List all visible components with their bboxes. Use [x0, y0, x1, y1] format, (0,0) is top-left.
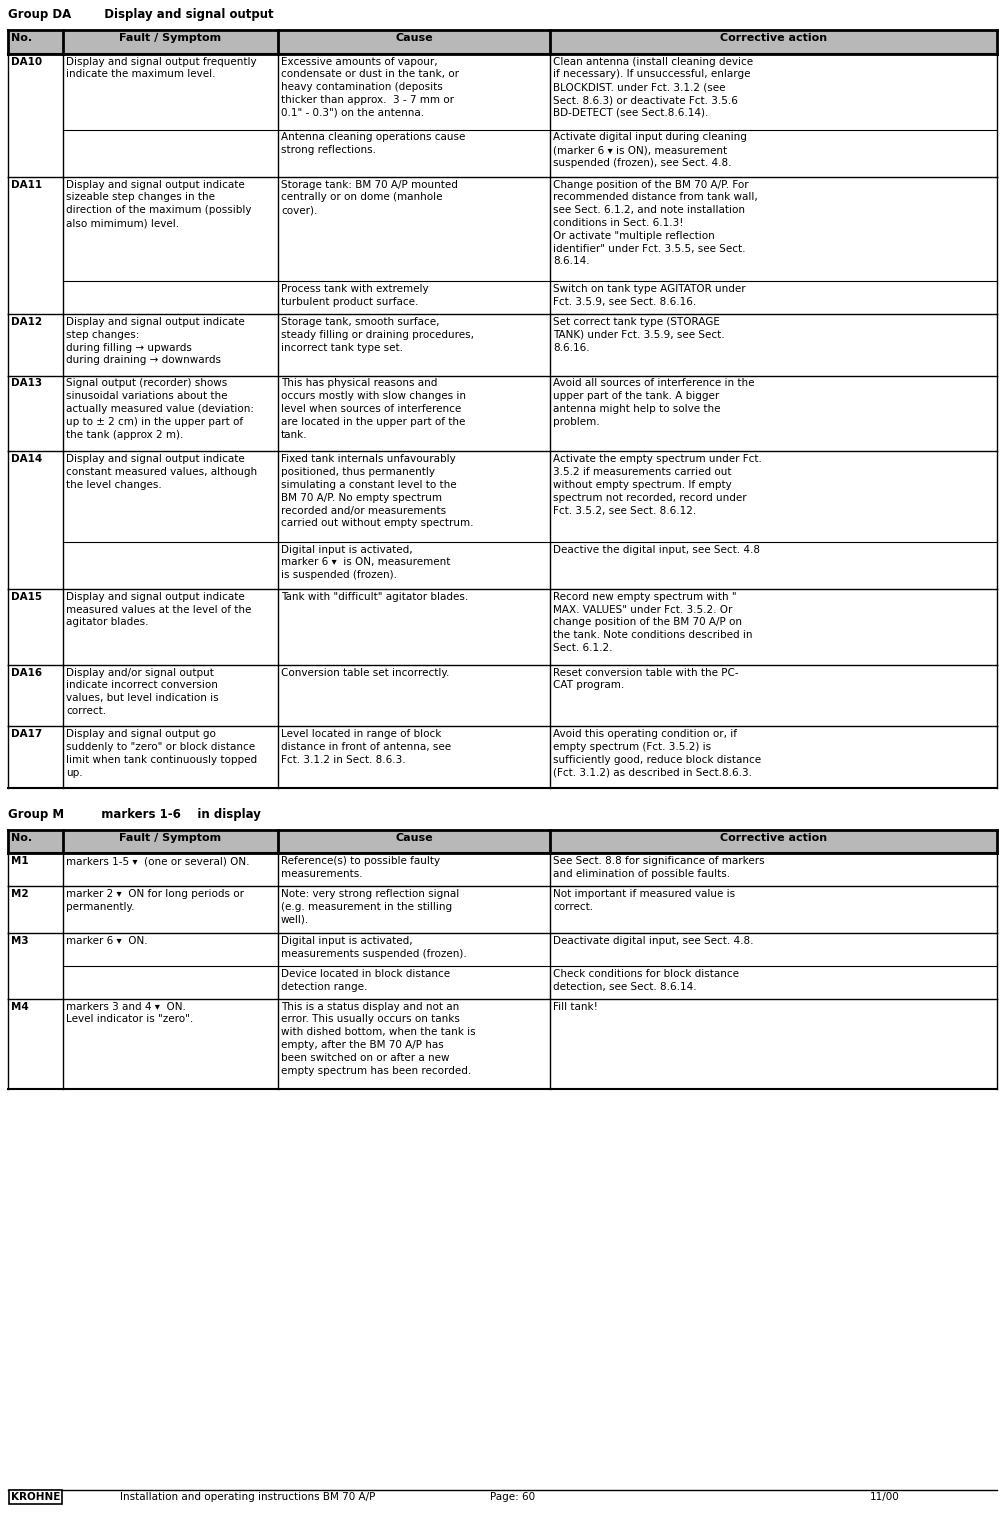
- Text: Change position of the BM 70 A/P. For
recommended distance from tank wall,
see S: Change position of the BM 70 A/P. For re…: [553, 180, 758, 267]
- Text: Avoid all sources of interference in the
upper part of the tank. A bigger
antenn: Avoid all sources of interference in the…: [553, 378, 755, 427]
- Text: Avoid this operating condition or, if
empty spectrum (Fct. 3.5.2) is
sufficientl: Avoid this operating condition or, if em…: [553, 729, 761, 778]
- Text: Reference(s) to possible faulty
measurements.: Reference(s) to possible faulty measurem…: [281, 856, 440, 879]
- Text: Cause: Cause: [395, 833, 433, 842]
- Text: Signal output (recorder) shows
sinusoidal variations about the
actually measured: Signal output (recorder) shows sinusoida…: [66, 378, 254, 439]
- Text: Digital input is activated,
marker 6 ▾  is ON, measurement
is suspended (frozen): Digital input is activated, marker 6 ▾ i…: [281, 545, 450, 580]
- Text: Installation and operating instructions BM 70 A/P: Installation and operating instructions …: [120, 1492, 376, 1502]
- Text: Deactive the digital input, see Sect. 4.8: Deactive the digital input, see Sect. 4.…: [553, 545, 760, 554]
- Polygon shape: [8, 830, 997, 853]
- Text: Corrective action: Corrective action: [720, 833, 827, 842]
- Text: Digital input is activated,
measurements suspended (frozen).: Digital input is activated, measurements…: [281, 935, 466, 958]
- Text: M4: M4: [11, 1001, 29, 1012]
- Text: No.: No.: [11, 833, 32, 842]
- Text: Display and signal output indicate
step changes:
during filling → upwards
during: Display and signal output indicate step …: [66, 317, 245, 365]
- Text: Set correct tank type (STORAGE
TANK) under Fct. 3.5.9, see Sect.
8.6.16.: Set correct tank type (STORAGE TANK) und…: [553, 317, 725, 353]
- Text: Storage tank, smooth surface,
steady filling or draining procedures,
incorrect t: Storage tank, smooth surface, steady fil…: [281, 317, 474, 353]
- Text: KROHNE: KROHNE: [11, 1492, 60, 1502]
- Text: DA14: DA14: [11, 455, 42, 464]
- Text: DA15: DA15: [11, 592, 42, 601]
- Text: M1: M1: [11, 856, 28, 867]
- Text: markers 1-5 ▾  (one or several) ON.: markers 1-5 ▾ (one or several) ON.: [66, 856, 249, 867]
- Text: Page: 60: Page: 60: [490, 1492, 535, 1502]
- Text: Activate digital input during cleaning
(marker 6 ▾ is ON), measurement
suspended: Activate digital input during cleaning (…: [553, 133, 747, 168]
- Text: Note: very strong reflection signal
(e.g. measurement in the stilling
well).: Note: very strong reflection signal (e.g…: [281, 890, 459, 925]
- Text: Display and signal output indicate
constant measured values, although
the level : Display and signal output indicate const…: [66, 455, 257, 490]
- Text: Fixed tank internals unfavourably
positioned, thus permanently
simulating a cons: Fixed tank internals unfavourably positi…: [281, 455, 473, 528]
- Text: DA10: DA10: [11, 56, 42, 67]
- Text: marker 2 ▾  ON for long periods or
permanently.: marker 2 ▾ ON for long periods or perman…: [66, 890, 244, 913]
- Text: Not important if measured value is
correct.: Not important if measured value is corre…: [553, 890, 735, 913]
- Text: Cause: Cause: [395, 34, 433, 43]
- Text: Fault / Symptom: Fault / Symptom: [120, 34, 221, 43]
- Text: Record new empty spectrum with "
MAX. VALUES" under Fct. 3.5.2. Or
change positi: Record new empty spectrum with " MAX. VA…: [553, 592, 753, 653]
- Text: Display and signal output indicate
sizeable step changes in the
direction of the: Display and signal output indicate sizea…: [66, 180, 251, 227]
- Text: Conversion table set incorrectly.: Conversion table set incorrectly.: [281, 668, 449, 678]
- Text: DA16: DA16: [11, 668, 42, 678]
- Text: DA17: DA17: [11, 729, 42, 739]
- Text: Corrective action: Corrective action: [720, 34, 827, 43]
- Text: Group DA        Display and signal output: Group DA Display and signal output: [8, 8, 273, 21]
- Text: DA13: DA13: [11, 378, 42, 389]
- Text: Clean antenna (install cleaning device
if necessary). If unsuccessful, enlarge
B: Clean antenna (install cleaning device i…: [553, 56, 753, 118]
- Text: Display and signal output indicate
measured values at the level of the
agitator : Display and signal output indicate measu…: [66, 592, 251, 627]
- Text: Device located in block distance
detection range.: Device located in block distance detecti…: [281, 969, 450, 992]
- Text: Excessive amounts of vapour,
condensate or dust in the tank, or
heavy contaminat: Excessive amounts of vapour, condensate …: [281, 56, 459, 118]
- Text: Switch on tank type AGITATOR under
Fct. 3.5.9, see Sect. 8.6.16.: Switch on tank type AGITATOR under Fct. …: [553, 284, 746, 307]
- Text: Tank with "difficult" agitator blades.: Tank with "difficult" agitator blades.: [281, 592, 468, 601]
- Text: No.: No.: [11, 34, 32, 43]
- Text: Display and signal output go
suddenly to "zero" or block distance
limit when tan: Display and signal output go suddenly to…: [66, 729, 257, 778]
- Text: Activate the empty spectrum under Fct.
3.5.2 if measurements carried out
without: Activate the empty spectrum under Fct. 3…: [553, 455, 762, 516]
- Text: This is a status display and not an
error. This usually occurs on tanks
with dis: This is a status display and not an erro…: [281, 1001, 475, 1076]
- Text: Display and signal output frequently
indicate the maximum level.: Display and signal output frequently ind…: [66, 56, 256, 79]
- Text: DA12: DA12: [11, 317, 42, 327]
- Text: DA11: DA11: [11, 180, 42, 189]
- Text: M2: M2: [11, 890, 28, 899]
- Text: M3: M3: [11, 935, 28, 946]
- Text: Fault / Symptom: Fault / Symptom: [120, 833, 221, 842]
- Text: Group M         markers 1-6    in display: Group M markers 1-6 in display: [8, 807, 261, 821]
- Text: Display and/or signal output
indicate incorrect conversion
values, but level ind: Display and/or signal output indicate in…: [66, 668, 219, 716]
- Text: 11/00: 11/00: [870, 1492, 899, 1502]
- Polygon shape: [8, 31, 997, 53]
- Text: markers 3 and 4 ▾  ON.
Level indicator is "zero".: markers 3 and 4 ▾ ON. Level indicator is…: [66, 1001, 193, 1024]
- Text: Antenna cleaning operations cause
strong reflections.: Antenna cleaning operations cause strong…: [281, 133, 465, 156]
- Text: This has physical reasons and
occurs mostly with slow changes in
level when sour: This has physical reasons and occurs mos…: [281, 378, 466, 439]
- Text: Process tank with extremely
turbulent product surface.: Process tank with extremely turbulent pr…: [281, 284, 428, 307]
- Text: Level located in range of block
distance in front of antenna, see
Fct. 3.1.2 in : Level located in range of block distance…: [281, 729, 451, 765]
- Text: Reset conversion table with the PC-
CAT program.: Reset conversion table with the PC- CAT …: [553, 668, 739, 690]
- Text: Storage tank: BM 70 A/P mounted
centrally or on dome (manhole
cover).: Storage tank: BM 70 A/P mounted centrall…: [281, 180, 458, 215]
- Text: Deactivate digital input, see Sect. 4.8.: Deactivate digital input, see Sect. 4.8.: [553, 935, 754, 946]
- Text: Check conditions for block distance
detection, see Sect. 8.6.14.: Check conditions for block distance dete…: [553, 969, 739, 992]
- Text: Fill tank!: Fill tank!: [553, 1001, 598, 1012]
- Text: marker 6 ▾  ON.: marker 6 ▾ ON.: [66, 935, 148, 946]
- Text: See Sect. 8.8 for significance of markers
and elimination of possible faults.: See Sect. 8.8 for significance of marker…: [553, 856, 765, 879]
